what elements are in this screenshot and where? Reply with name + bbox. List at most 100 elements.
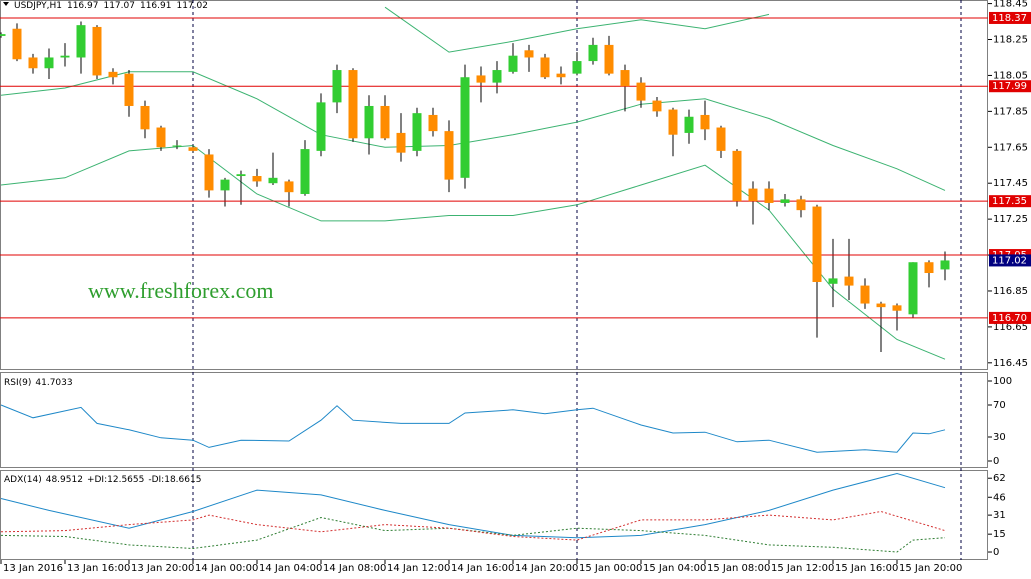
header-close: 117.02 bbox=[176, 1, 208, 11]
x-tick-label: 13 Jan 16:00 bbox=[67, 563, 130, 574]
candle-body bbox=[572, 61, 582, 74]
candle-body bbox=[108, 71, 118, 78]
rsi-tick-label: 100 bbox=[993, 376, 1012, 387]
candle-body bbox=[492, 70, 502, 83]
candle-body bbox=[796, 199, 806, 211]
candle-body bbox=[412, 113, 422, 151]
y-tick-label: 118.05 bbox=[993, 70, 1028, 81]
candle-body bbox=[92, 26, 102, 76]
rsi-panel bbox=[0, 372, 988, 468]
symbol: USDJPY,H1 bbox=[14, 1, 62, 11]
candle-body bbox=[268, 177, 278, 184]
adx-series-name: +DI: bbox=[87, 475, 107, 485]
candle-body bbox=[284, 181, 294, 193]
level-label: 118.37 bbox=[992, 13, 1027, 24]
band-middle bbox=[0, 71, 946, 191]
x-tick-label: 14 Jan 08:00 bbox=[323, 563, 386, 574]
watermark: www.freshforex.com bbox=[88, 278, 274, 303]
level-label-box bbox=[989, 80, 1031, 93]
x-tick-label: 14 Jan 20:00 bbox=[515, 563, 578, 574]
y-tick-label: 118.45 bbox=[993, 0, 1028, 10]
x-tick-label: 15 Jan 08:00 bbox=[707, 563, 770, 574]
candle-body bbox=[604, 44, 614, 74]
main-panel bbox=[0, 0, 988, 370]
candle-body bbox=[588, 44, 598, 62]
y-tick-label: 117.65 bbox=[993, 142, 1028, 153]
x-tick-label: 14 Jan 00:00 bbox=[195, 563, 258, 574]
rsi-tick-label: 70 bbox=[993, 400, 1006, 411]
rsi-tick-label: 30 bbox=[993, 432, 1006, 443]
candle-body bbox=[396, 132, 406, 153]
candle-body bbox=[156, 127, 166, 148]
y-tick-label: 116.65 bbox=[993, 322, 1028, 333]
candle-body bbox=[908, 262, 918, 315]
candle-body bbox=[204, 154, 214, 191]
candle-body bbox=[476, 75, 486, 83]
y-tick-label: 116.85 bbox=[993, 286, 1028, 297]
candle-body bbox=[844, 276, 854, 286]
candle-body bbox=[380, 105, 390, 139]
candle-body bbox=[940, 260, 950, 270]
candle-body bbox=[524, 50, 534, 58]
level-label: 117.35 bbox=[992, 196, 1027, 207]
candle-body bbox=[508, 55, 518, 72]
candle-body bbox=[636, 82, 646, 101]
x-tick-label: 13 Jan 20:00 bbox=[131, 563, 194, 574]
level-label-box bbox=[989, 195, 1031, 208]
candle-body bbox=[236, 174, 246, 177]
candle-body bbox=[172, 145, 182, 147]
header-open: 116.97 bbox=[67, 1, 99, 11]
rsi-tick-label: 0 bbox=[993, 456, 999, 467]
candle-body bbox=[188, 147, 198, 151]
adx-legend: ADX(14) 48.9512 +DI:12.5655 -DI:18.6615 bbox=[4, 475, 201, 485]
adx-tick-label: 46 bbox=[993, 492, 1006, 503]
adx-tick-label: 15 bbox=[993, 529, 1006, 540]
candle-body bbox=[732, 150, 742, 202]
candle-body bbox=[300, 149, 310, 194]
adx-panel bbox=[0, 470, 988, 560]
current-price: 117.02 bbox=[992, 255, 1027, 266]
adx-tick-label: 31 bbox=[993, 510, 1006, 521]
candle-body bbox=[124, 73, 134, 106]
candle-body bbox=[252, 176, 262, 182]
x-tick-label: 15 Jan 20:00 bbox=[899, 563, 962, 574]
candle-body bbox=[876, 303, 886, 308]
candle-body bbox=[924, 262, 934, 274]
candle-body bbox=[748, 188, 758, 202]
rsi-line bbox=[0, 404, 946, 453]
rsi-legend: RSI(9) 41.7033 bbox=[4, 378, 73, 388]
candle-body bbox=[556, 73, 566, 78]
adx-line bbox=[0, 472, 946, 539]
candle-body bbox=[316, 102, 326, 151]
candle-body bbox=[428, 114, 438, 132]
y-tick-label: 117.45 bbox=[993, 178, 1028, 189]
candle-body bbox=[140, 105, 150, 130]
rsi-current: 41.7033 bbox=[35, 378, 72, 388]
candle-body bbox=[540, 57, 550, 78]
candle-body bbox=[460, 77, 470, 178]
adx-series-name: ADX(14) bbox=[4, 475, 42, 485]
candle-body bbox=[684, 116, 694, 133]
x-tick-label: 14 Jan 04:00 bbox=[259, 563, 322, 574]
candle-body bbox=[812, 206, 822, 282]
candle-body bbox=[348, 70, 358, 139]
adx-line bbox=[0, 516, 946, 553]
level-label-box bbox=[989, 11, 1031, 24]
level-label: 116.70 bbox=[992, 313, 1027, 324]
candle-body bbox=[716, 127, 726, 151]
adx-line bbox=[0, 510, 946, 541]
x-tick-label: 14 Jan 12:00 bbox=[387, 563, 450, 574]
y-tick-label: 118.25 bbox=[993, 35, 1028, 46]
candle-body bbox=[12, 28, 22, 60]
adx-series-current: 12.5655 bbox=[107, 475, 144, 485]
adx-tick-label: 0 bbox=[993, 547, 999, 558]
header-low: 116.91 bbox=[140, 1, 172, 11]
y-tick-label: 117.25 bbox=[993, 214, 1028, 225]
candle-body bbox=[764, 188, 774, 203]
candle-body bbox=[44, 57, 54, 69]
candle-body bbox=[892, 305, 902, 311]
candle-body bbox=[652, 100, 662, 112]
